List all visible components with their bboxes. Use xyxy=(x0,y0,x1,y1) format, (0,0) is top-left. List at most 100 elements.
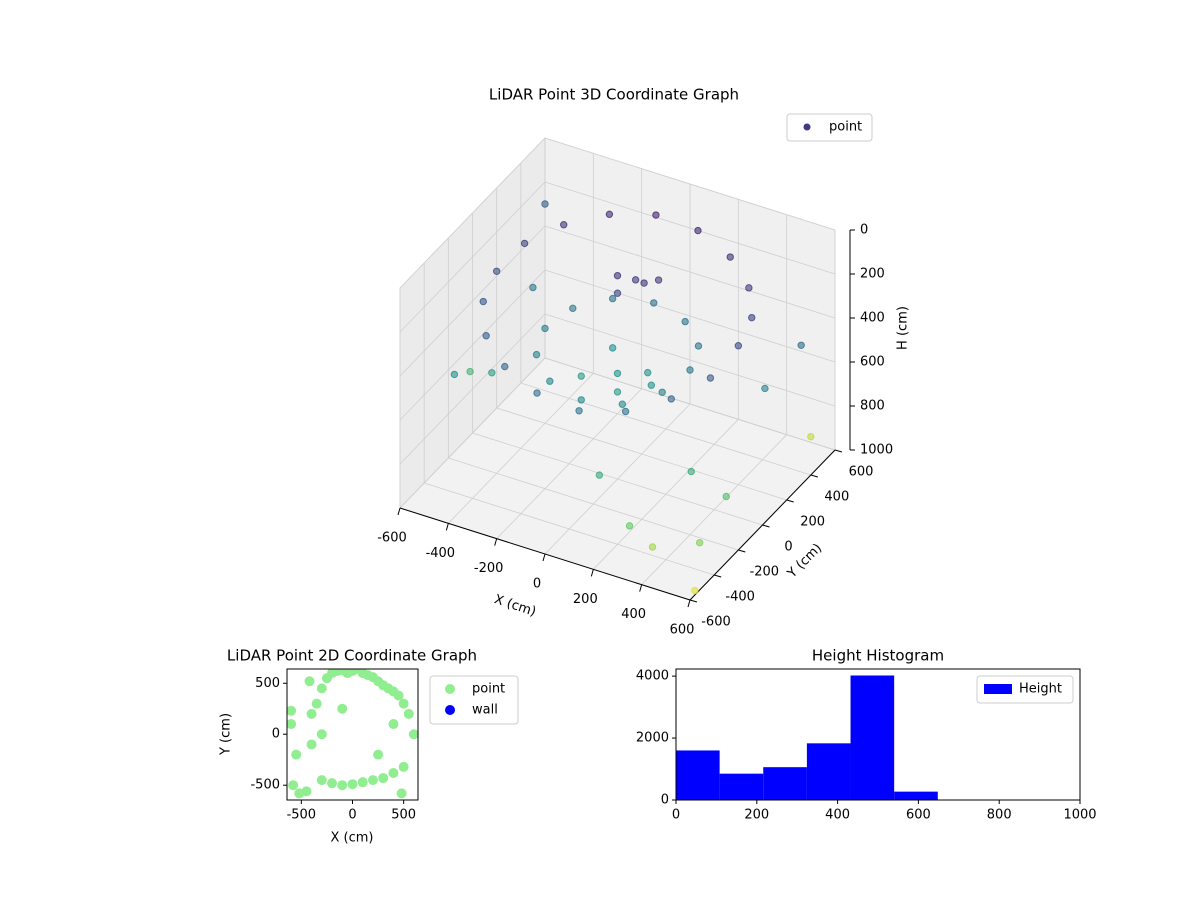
point xyxy=(466,367,474,376)
point xyxy=(745,284,753,292)
point xyxy=(488,369,496,377)
y-tick-label: 0 xyxy=(272,727,280,742)
tick-mark xyxy=(714,574,722,578)
grid-line xyxy=(496,407,787,501)
grid-line xyxy=(399,137,546,289)
grid-line xyxy=(399,181,546,333)
point xyxy=(648,543,657,551)
legend-marker xyxy=(445,705,455,715)
point xyxy=(595,471,604,479)
grid-line xyxy=(472,432,763,526)
point xyxy=(288,780,299,791)
point xyxy=(608,344,617,352)
point xyxy=(625,522,634,530)
point xyxy=(337,703,348,714)
legend-label: Height xyxy=(1019,682,1062,697)
y-tick-label: 500 xyxy=(255,676,280,691)
point xyxy=(403,708,414,719)
point xyxy=(686,366,694,374)
point xyxy=(316,683,327,694)
tick-mark xyxy=(762,524,770,528)
x-tick-label: 500 xyxy=(391,808,416,823)
bar xyxy=(850,675,895,800)
point xyxy=(301,786,312,797)
y-tick-label: 200 xyxy=(800,515,825,530)
x-axis-label: X (cm) xyxy=(492,592,538,620)
x-tick-label: 800 xyxy=(987,808,1012,823)
point xyxy=(373,749,384,760)
point xyxy=(722,492,730,501)
point xyxy=(631,276,640,284)
tick-mark xyxy=(689,599,698,603)
point xyxy=(621,407,630,416)
x-tick-label: 0 xyxy=(348,808,356,823)
point xyxy=(640,279,648,287)
x-tick-label: 200 xyxy=(573,592,598,607)
axes-frame xyxy=(286,668,419,801)
y-tick-label: -200 xyxy=(750,565,780,580)
legend-label: point xyxy=(472,682,505,697)
x-axis-label: X (cm) xyxy=(331,831,374,846)
x-tick-label: 600 xyxy=(906,808,931,823)
grid-line xyxy=(544,137,836,231)
point xyxy=(291,749,302,760)
y-tick-label: -500 xyxy=(250,778,280,793)
tick-mark xyxy=(445,523,449,531)
legend-label: wall xyxy=(472,703,498,718)
point xyxy=(652,211,660,219)
point xyxy=(654,276,663,284)
x-axis-line xyxy=(399,507,691,601)
point xyxy=(706,374,715,382)
grid-line xyxy=(399,357,546,509)
point xyxy=(541,200,549,208)
point xyxy=(520,239,529,248)
x-tick-label: 600 xyxy=(670,623,695,638)
y-tick-label: 4000 xyxy=(636,669,669,684)
x-tick-label: 1000 xyxy=(1063,808,1096,823)
legend-marker xyxy=(445,684,455,694)
legend-swatch xyxy=(984,684,1012,694)
point xyxy=(644,368,652,377)
point xyxy=(479,297,487,306)
tick-mark xyxy=(834,449,843,453)
grid-line xyxy=(520,382,811,476)
x-tick-label: -200 xyxy=(474,561,504,576)
point xyxy=(492,267,501,275)
point xyxy=(546,377,554,385)
legend-frame xyxy=(786,113,873,142)
y-tick-label: -400 xyxy=(725,590,755,605)
grid-line xyxy=(399,313,546,465)
point xyxy=(667,395,675,403)
point xyxy=(306,739,317,750)
point xyxy=(393,690,404,701)
point xyxy=(605,210,614,219)
tick-mark xyxy=(590,569,594,577)
point xyxy=(541,324,549,333)
point xyxy=(691,586,699,595)
point xyxy=(316,775,327,786)
grid-line xyxy=(544,181,836,275)
x-tick-label: -400 xyxy=(426,546,456,561)
x-tick-label: -600 xyxy=(377,531,407,546)
y-tick-label: 0 xyxy=(661,793,669,808)
point xyxy=(529,283,537,292)
legend-label: point xyxy=(829,120,862,135)
point xyxy=(734,342,743,350)
point xyxy=(681,317,689,326)
z-tick-label: 1000 xyxy=(860,443,893,458)
point xyxy=(726,253,734,261)
point xyxy=(398,698,409,709)
tick-mark xyxy=(687,599,691,608)
point xyxy=(694,226,702,235)
tick-mark xyxy=(639,584,643,592)
grid-line xyxy=(544,225,836,319)
tick-mark xyxy=(494,538,498,546)
point xyxy=(613,369,622,378)
x-tick-label: 400 xyxy=(825,808,850,823)
x-tick-label: 0 xyxy=(672,808,680,823)
tick-mark xyxy=(397,507,401,516)
y-axis-line xyxy=(689,449,836,601)
tick-mark xyxy=(542,553,546,562)
point xyxy=(575,407,583,415)
